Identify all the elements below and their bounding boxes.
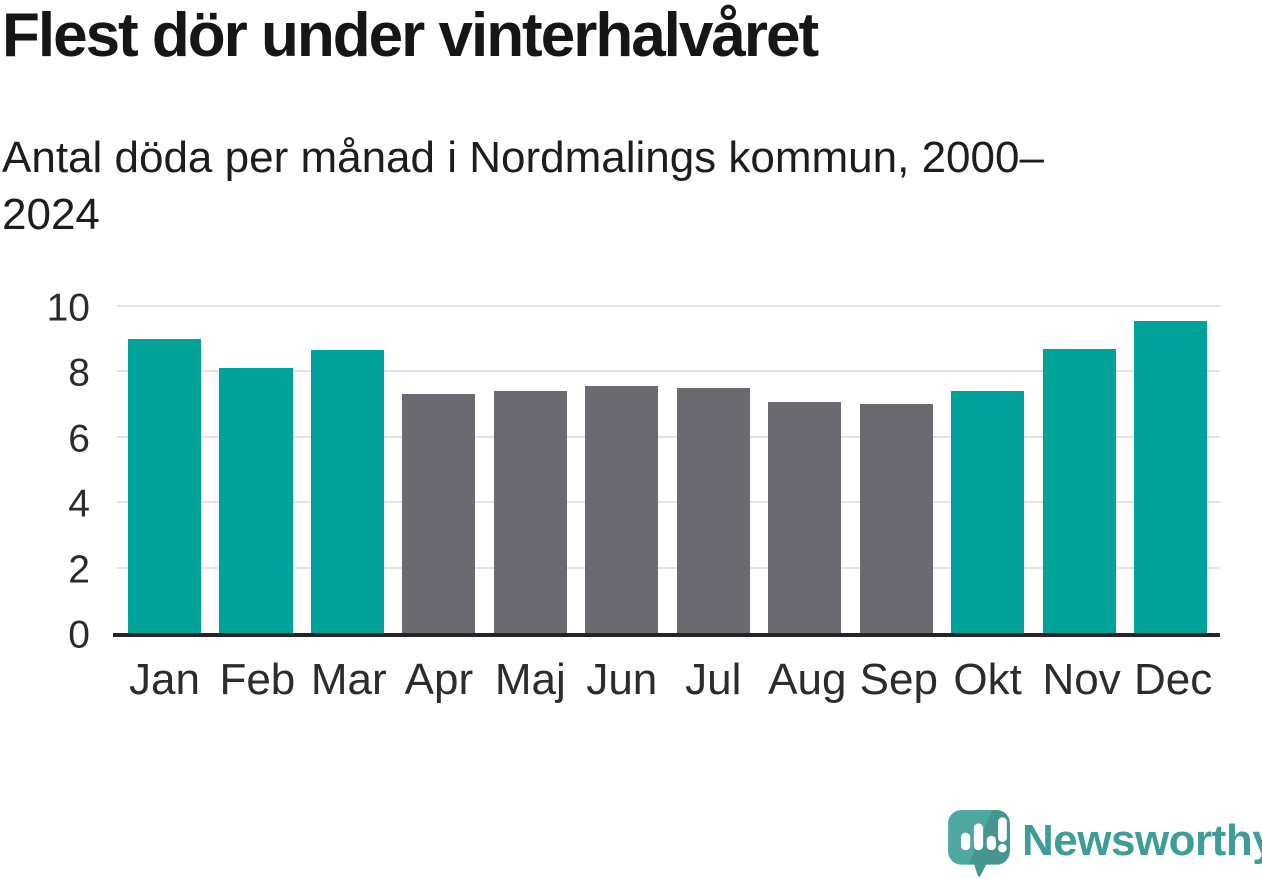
bars-container [128,306,1208,633]
x-tick-label-maj: Maj [494,655,566,704]
newsworthy-logo[interactable]: Newsworthy [948,810,1262,878]
x-tick-label-feb: Feb [219,655,296,704]
x-tick-label-mar: Mar [310,655,387,704]
x-tick-label-jan: Jan [129,655,200,704]
x-tick-label-okt: Okt [953,655,1022,704]
y-tick-label-0: 0 [68,613,90,657]
gridline-2 [117,566,1220,569]
y-tick-label-10: 10 [46,286,90,330]
y-tick-label-6: 6 [68,417,90,461]
bar-maj [493,391,567,633]
x-tick-label-aug: Aug [768,655,847,704]
bar-apr [402,394,476,633]
gridline-4 [117,501,1220,504]
bar-dec [1133,320,1208,633]
x-axis-line [113,633,1220,637]
x-axis-labels: Jan Feb Mar Apr Maj Jun Jul Aug Sep Okt Nov Dec [128,655,1213,704]
x-tick-label-nov: Nov [1042,655,1121,704]
bar-sep [859,404,933,633]
y-tick-label-4: 4 [68,482,90,526]
gridline-10 [117,305,1220,307]
bar-jun [585,386,659,633]
x-tick-label-sep: Sep [859,655,938,704]
y-tick-label-8: 8 [68,351,90,395]
gridline-8 [117,370,1220,373]
y-tick-label-2: 2 [68,548,90,592]
bar-aug [768,402,842,633]
bar-jul [676,387,750,633]
x-tick-label-apr: Apr [404,655,474,704]
bar-okt [951,391,1025,633]
newsworthy-wordmark: Newsworthy [1022,816,1262,865]
newsworthy-bubble-icon [948,810,1010,877]
bar-feb [219,368,293,633]
chart-subtitle: Antal döda per månad i Nordmalings kommu… [2,133,1044,239]
y-axis-tick-labels: 0 2 4 6 8 10 [0,289,90,655]
gridline-6 [117,435,1220,438]
bar-mar [310,350,384,633]
bar-jan [128,338,202,633]
plot-area [117,305,1220,633]
page-title: Flest dör under vinterhalvåret [2,1,819,70]
x-tick-label-jun: Jun [586,655,658,704]
bar-nov [1042,348,1116,633]
x-tick-label-dec: Dec [1133,655,1213,704]
x-tick-label-jul: Jul [685,655,742,704]
